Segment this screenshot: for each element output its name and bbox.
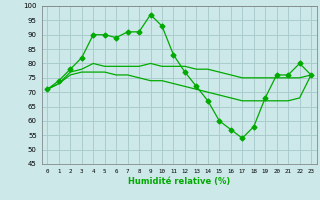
- X-axis label: Humidité relative (%): Humidité relative (%): [128, 177, 230, 186]
